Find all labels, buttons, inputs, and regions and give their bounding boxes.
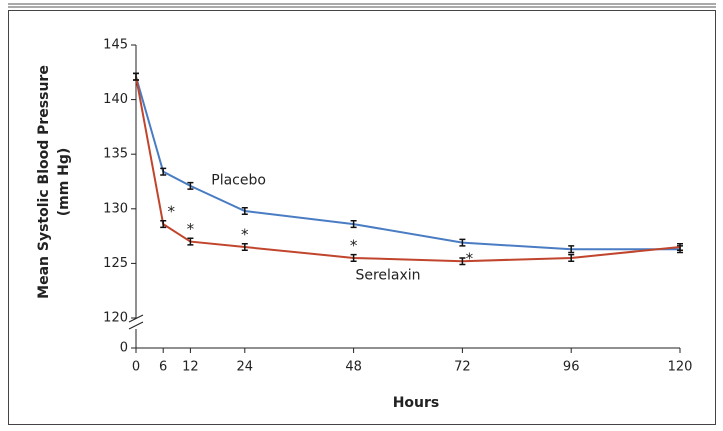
x-tick-label: 0	[132, 360, 140, 375]
y-axis-label: Mean Systolic Blood Pressure (mm Hg)	[36, 65, 72, 299]
significance-marker: *	[187, 220, 195, 238]
x-tick-label: 120	[668, 360, 693, 375]
error-bar	[568, 245, 575, 254]
error-bar	[459, 257, 466, 266]
error-bar	[459, 238, 466, 247]
x-tick-label: 96	[563, 360, 580, 375]
error-bar	[241, 206, 248, 216]
x-axis-label: Hours	[393, 395, 440, 411]
y-tick-label: 120	[103, 311, 128, 326]
significance-marker: *	[167, 203, 175, 221]
y-axis-label-line: Mean Systolic Blood Pressure	[36, 65, 52, 299]
y-tick-label: 125	[103, 256, 128, 271]
error-bar	[350, 253, 357, 262]
y-tick-label: 130	[103, 201, 128, 216]
y-tick-label: 0	[120, 341, 128, 356]
y-tick-label: 145	[103, 38, 128, 53]
x-tick-label: 6	[159, 360, 167, 375]
error-bar	[187, 181, 194, 190]
error-bar	[241, 242, 248, 252]
significance-marker: *	[466, 250, 474, 268]
error-bar	[133, 72, 139, 81]
x-tick-label: 24	[237, 360, 254, 375]
y-tick-label: 140	[103, 92, 128, 107]
y-tick-label: 135	[103, 147, 128, 162]
frame	[8, 10, 716, 425]
series-line	[135, 76, 680, 251]
series-label: Serelaxin	[355, 268, 420, 284]
axis-break	[128, 321, 144, 330]
x-tick-label: 72	[454, 360, 471, 375]
error-bar	[677, 242, 683, 252]
error-bar	[568, 253, 575, 262]
series-label: Placebo	[211, 172, 266, 188]
x-tick-label: 12	[182, 360, 199, 375]
x-tick-label: 48	[345, 360, 362, 375]
y-axis-label-line: (mm Hg)	[56, 148, 72, 217]
series-line	[135, 76, 681, 263]
error-bar	[187, 237, 194, 246]
significance-marker: *	[350, 236, 358, 254]
error-bar	[160, 167, 167, 176]
significance-marker: *	[241, 226, 249, 244]
error-bar	[350, 220, 357, 229]
error-bar	[160, 220, 167, 229]
